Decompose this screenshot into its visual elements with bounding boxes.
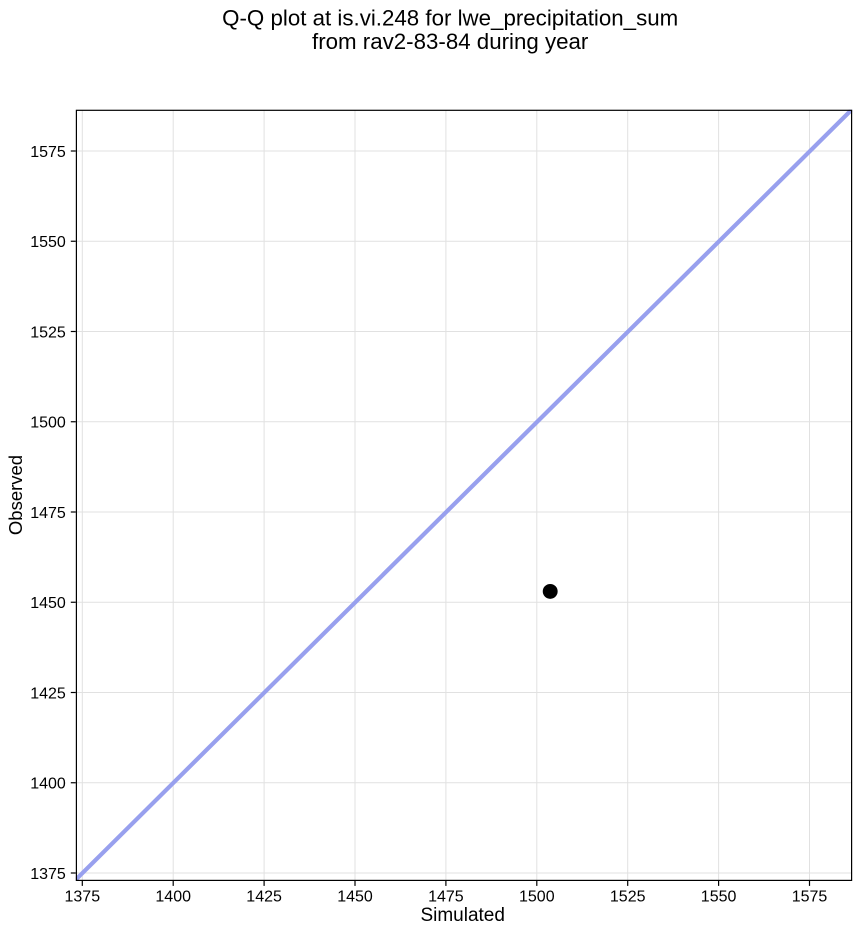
svg-text:1500: 1500 <box>30 415 66 432</box>
svg-text:1550: 1550 <box>30 234 66 251</box>
svg-text:1450: 1450 <box>337 889 373 906</box>
svg-text:1500: 1500 <box>519 889 555 906</box>
svg-text:1400: 1400 <box>155 889 191 906</box>
svg-text:1575: 1575 <box>792 889 828 906</box>
svg-text:1375: 1375 <box>30 866 66 883</box>
svg-text:1425: 1425 <box>30 685 66 702</box>
svg-text:Observed: Observed <box>5 455 26 535</box>
svg-text:1550: 1550 <box>701 889 737 906</box>
svg-text:Q-Q plot at is.vi.248 for lwe_: Q-Q plot at is.vi.248 for lwe_precipitat… <box>222 6 678 31</box>
svg-text:Simulated: Simulated <box>420 905 505 926</box>
svg-text:1450: 1450 <box>30 595 66 612</box>
svg-text:1475: 1475 <box>428 889 464 906</box>
svg-text:1425: 1425 <box>246 889 282 906</box>
svg-text:1475: 1475 <box>30 505 66 522</box>
svg-text:1375: 1375 <box>65 889 101 906</box>
svg-text:1525: 1525 <box>30 324 66 341</box>
svg-text:from rav2-83-84 during year: from rav2-83-84 during year <box>312 29 589 54</box>
svg-text:1525: 1525 <box>610 889 646 906</box>
svg-text:1575: 1575 <box>30 144 66 161</box>
svg-text:1400: 1400 <box>30 776 66 793</box>
